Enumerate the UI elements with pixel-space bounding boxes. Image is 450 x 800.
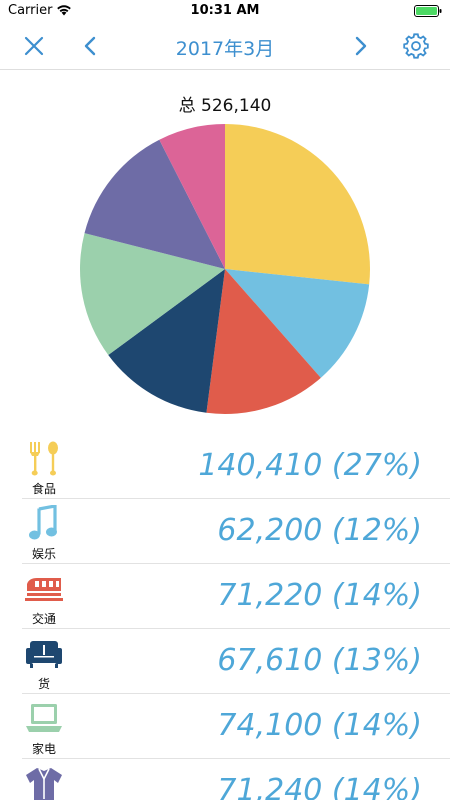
category-row[interactable]: 交通 71,220 (14%) — [22, 564, 450, 629]
category-label: 交通 — [31, 612, 56, 626]
category-row[interactable]: 食品 140,410 (27%) — [22, 434, 450, 499]
category-amount: 62,200 (12%) — [217, 513, 422, 548]
previous-month-button[interactable] — [76, 32, 104, 60]
category-amount: 71,240 (14%) — [217, 773, 422, 800]
pie-slice-3[interactable] — [206, 269, 321, 414]
category-row[interactable]: 71,240 (14%) — [22, 759, 450, 800]
category-amount: 74,100 (14%) — [217, 708, 422, 743]
category-row[interactable]: 家电 74,100 (14%) — [22, 694, 450, 759]
pie-slice-7[interactable] — [159, 124, 225, 269]
gear-icon — [403, 33, 429, 59]
status-bar: Carrier 10:31 AM — [0, 0, 450, 22]
music-note-icon — [27, 505, 59, 542]
wifi-icon — [57, 5, 71, 16]
category-row[interactable]: 娱乐 62,200 (12%) — [22, 499, 450, 564]
shirt-icon — [25, 767, 63, 800]
pie-slice-4[interactable] — [108, 269, 225, 413]
category-list: 食品 140,410 (27%) 娱乐 62,200 (12%) 交通 71,220 (1… — [0, 434, 450, 800]
category-amount: 140,410 (27%) — [198, 448, 422, 483]
category-label: 家电 — [31, 742, 56, 756]
next-month-button[interactable] — [347, 32, 375, 60]
pie-slice-1[interactable] — [225, 124, 370, 285]
carrier-label: Carrier — [8, 3, 53, 18]
chevron-right-icon — [355, 36, 367, 56]
total-amount: 总 526,140 — [178, 96, 272, 116]
close-button[interactable] — [20, 32, 48, 60]
close-icon — [24, 36, 44, 56]
category-label: 货 — [37, 677, 50, 691]
pie-slice-6[interactable] — [84, 139, 225, 269]
battery-icon — [414, 5, 442, 17]
settings-button[interactable] — [402, 32, 430, 60]
pie-chart[interactable] — [79, 123, 371, 415]
category-amount: 71,220 (14%) — [217, 578, 422, 613]
pie-slice-2[interactable] — [225, 269, 370, 378]
category-row[interactable]: 货 67,610 (13%) — [22, 629, 450, 694]
nav-bar: 2017年3月 — [0, 22, 450, 70]
laptop-icon — [26, 704, 62, 732]
pie-slice-5[interactable] — [80, 233, 225, 355]
category-label: 食品 — [31, 482, 56, 496]
category-label: 娱乐 — [31, 547, 56, 561]
sofa-icon — [26, 641, 62, 668]
train-icon — [25, 578, 63, 601]
chevron-left-icon — [84, 36, 96, 56]
page-title: 2017年3月 — [175, 38, 275, 60]
fork-spoon-icon — [30, 441, 58, 476]
status-time: 10:31 AM — [190, 3, 260, 18]
category-amount: 67,610 (13%) — [217, 643, 422, 678]
